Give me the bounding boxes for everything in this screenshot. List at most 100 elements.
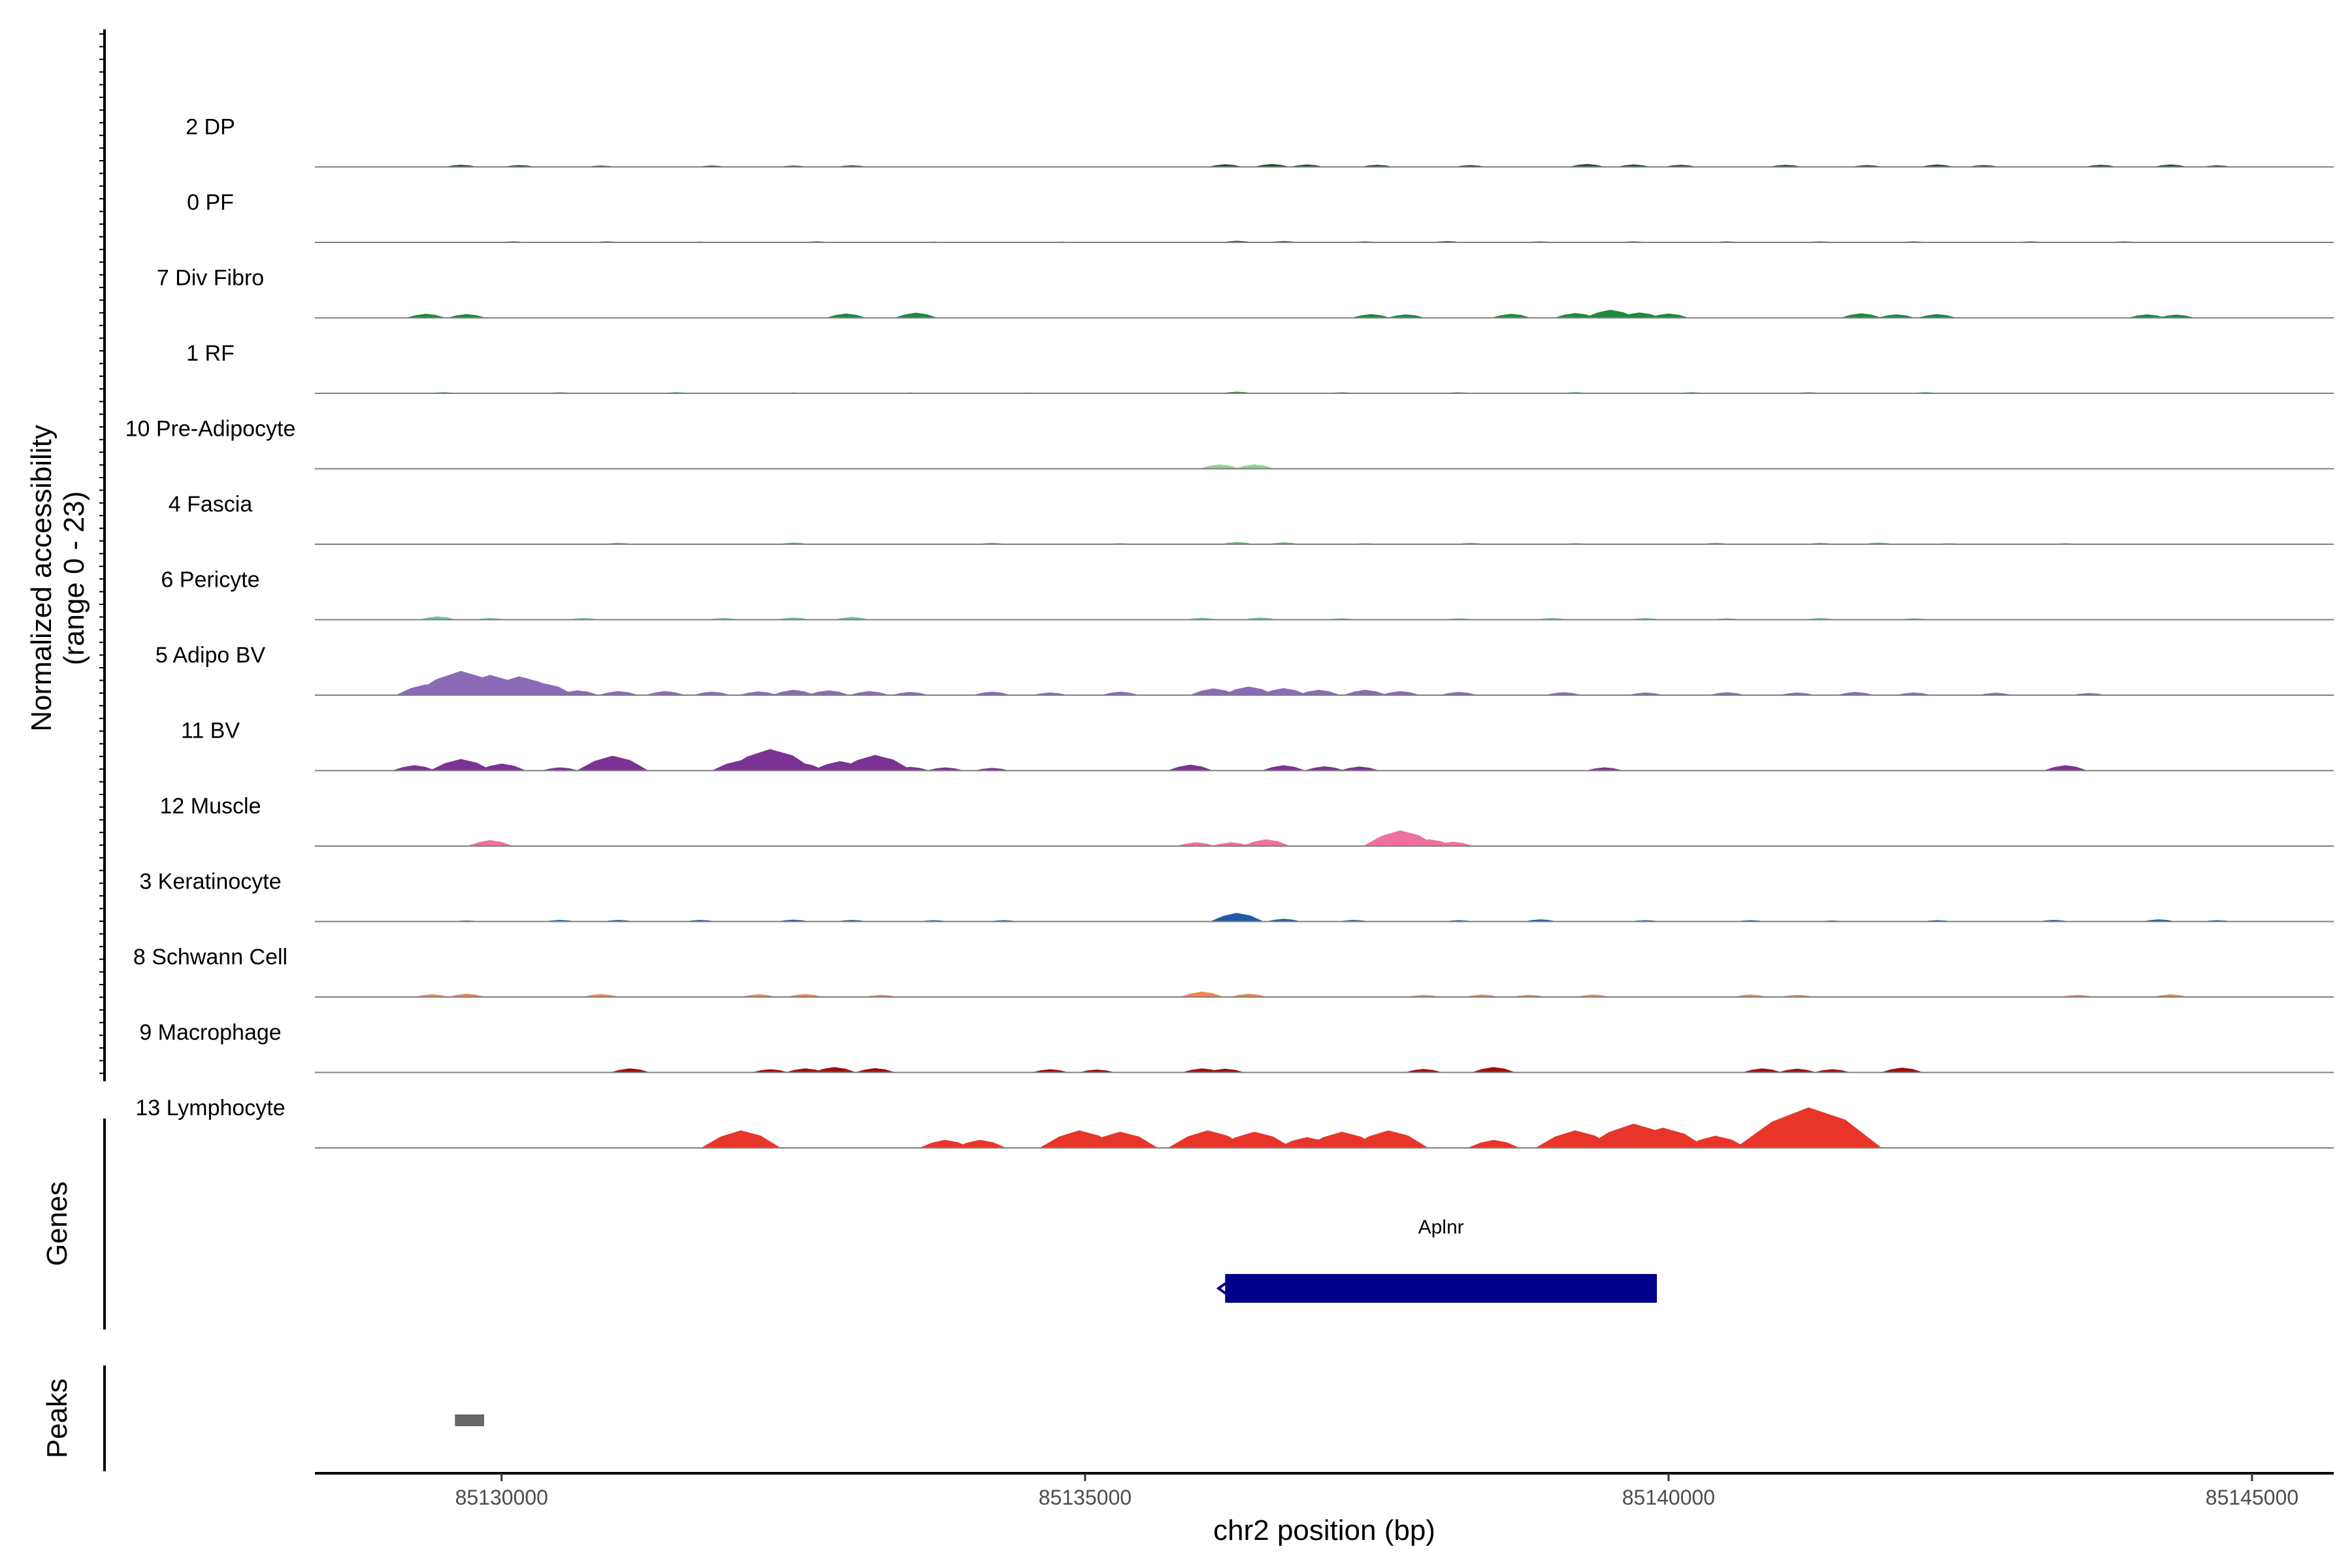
peak-region: [455, 1414, 484, 1426]
coverage-peak: [556, 690, 599, 695]
coverage-peak: [854, 1068, 896, 1073]
coverage-peak: [890, 692, 930, 695]
coverage-peak: [1351, 314, 1391, 318]
coverage-peak: [1265, 919, 1302, 922]
coverage-peak: [1253, 163, 1291, 167]
coverage-peak: [786, 994, 824, 997]
coverage-peak: [447, 994, 486, 997]
track-12: 9 Macrophage: [139, 1021, 2334, 1073]
coverage-peak: [1568, 163, 1606, 167]
coverage-peak: [771, 689, 816, 695]
coverage-peak: [1439, 692, 1478, 695]
track-label: 4 Fascia: [169, 492, 253, 517]
coverage-peak: [807, 690, 850, 695]
coverage-peak: [1100, 691, 1140, 695]
x-tick-label: 85130000: [455, 1486, 548, 1509]
coverage-peak: [700, 1130, 781, 1148]
coverage-peak: [1343, 689, 1388, 695]
track-3: 1 RF: [186, 341, 2334, 394]
coverage-peak: [1840, 313, 1882, 318]
coverage-peak: [1198, 464, 1240, 469]
coverage-peak: [1554, 313, 1597, 318]
coverage-peak: [738, 691, 779, 695]
gene-track: Aplnr: [1216, 1217, 1658, 1303]
track-4: 10 Pre-Adipocyte: [125, 417, 2334, 470]
coverage-peak: [1031, 1069, 1070, 1073]
coverage-peak: [1032, 692, 1069, 695]
coverage-peak: [825, 313, 867, 318]
coverage-peak: [1584, 310, 1637, 318]
coverage-peak: [1876, 314, 1916, 318]
coverage-peak: [849, 691, 890, 695]
track-label: 7 Div Fibro: [157, 266, 264, 291]
track-label: 2 DP: [186, 115, 235, 140]
coverage-peak: [1179, 991, 1224, 997]
track-label: 11 BV: [181, 719, 240, 743]
coverage-peak: [894, 312, 938, 318]
coverage-peak: [1708, 692, 1746, 695]
track-11: 8 Schwann Cell: [133, 945, 2334, 998]
coverage-peak: [2157, 314, 2196, 318]
coverage-peak: [919, 1139, 972, 1148]
coverage-peak: [740, 994, 777, 997]
coverage-peak: [1176, 842, 1216, 846]
coverage-peak: [418, 616, 457, 620]
coverage-peak: [1303, 766, 1345, 771]
coverage-peak: [1431, 841, 1474, 846]
gene-label: Aplnr: [1418, 1217, 1464, 1238]
coverage-peak: [785, 1068, 826, 1073]
track-6: 6 Pericyte: [161, 568, 2334, 621]
y-axis-range-label: (range 0 - 23): [58, 491, 90, 666]
coverage-peak: [926, 767, 964, 771]
coverage-peak: [1167, 764, 1213, 771]
track-7: 5 Adipo BV: [155, 643, 2334, 696]
coverage-peak: [2127, 314, 2167, 318]
coverage-peak: [1348, 1130, 1429, 1148]
coverage-peak: [1585, 767, 1624, 771]
coverage-peak: [751, 1069, 789, 1073]
track-label: 9 Macrophage: [139, 1021, 281, 1045]
track-8: 11 BV: [181, 719, 2334, 772]
x-tick-label: 85140000: [1622, 1486, 1715, 1509]
coverage-peak: [576, 755, 649, 771]
track-1: 0 PF: [187, 190, 2334, 243]
coverage-peak: [1261, 765, 1306, 771]
coverage-peak: [692, 691, 732, 695]
coverage-peak: [1895, 692, 1932, 695]
coverage-peak: [1211, 842, 1251, 846]
x-axis: 85130000 85135000 85140000 85145000: [315, 1472, 2334, 1509]
coverage-peak: [429, 759, 493, 771]
coverage-peak: [1618, 1128, 1707, 1148]
track-10: 3 Keratinocyte: [139, 870, 2334, 923]
x-tick-label: 85135000: [1039, 1486, 1132, 1509]
coverage-peak: [890, 766, 930, 771]
coverage-peak: [1617, 312, 1662, 318]
peaks-track-title: Peaks: [41, 1379, 73, 1458]
coverage-peak: [1741, 1068, 1782, 1073]
coverage-peak: [540, 767, 580, 771]
coverage-peak: [1404, 1069, 1443, 1073]
coverage-peak: [811, 1067, 857, 1073]
coverage-peak: [477, 763, 527, 771]
coverage-peak: [1258, 688, 1309, 695]
coverage-peak: [1078, 1069, 1116, 1073]
coverage-peak: [1917, 314, 1957, 318]
coverage-peak: [1189, 688, 1238, 695]
coverage-peak: [1339, 766, 1380, 771]
coverage-peak: [510, 683, 575, 695]
track-13: 13 Lymphocyte: [135, 1096, 2334, 1149]
x-tick-label: 85145000: [2206, 1486, 2298, 1509]
coverage-peak: [1241, 839, 1290, 846]
coverage-peak: [2043, 765, 2088, 771]
coverage-peak: [1205, 1068, 1245, 1073]
coverage-peak: [1627, 692, 1664, 695]
coverage-peak: [446, 314, 487, 318]
gene-body: [1225, 1274, 1658, 1303]
coverage-tracks: 2 DP 0 PF 7 Div Fibro 1 RF 10 Pre-Adipocyte 4…: [125, 115, 2334, 1149]
coverage-peak: [644, 691, 685, 695]
coverage-peak: [973, 768, 1010, 771]
coverage-peak: [838, 755, 913, 771]
coverage-peak: [1207, 164, 1244, 167]
coverage-peak: [1683, 1135, 1748, 1148]
